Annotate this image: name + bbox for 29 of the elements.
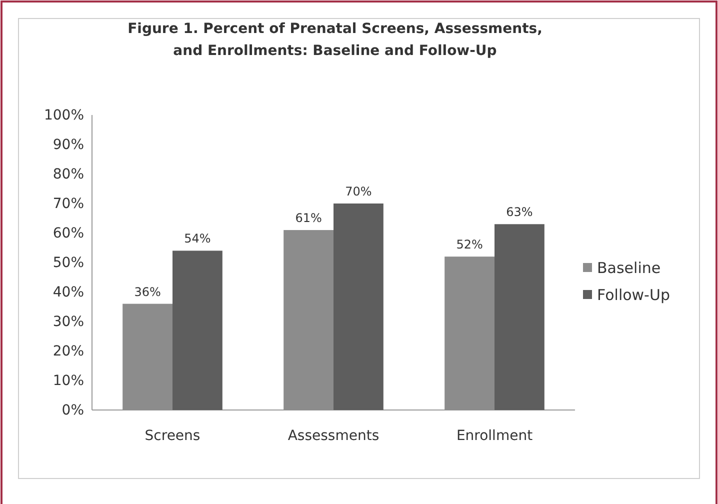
data-label: 36%: [134, 284, 161, 299]
data-label: 61%: [295, 211, 322, 226]
bar: [494, 224, 544, 410]
bar: [444, 256, 494, 410]
y-tick-label: 10%: [52, 372, 84, 389]
data-label: 63%: [506, 205, 533, 220]
y-tick-label: 0%: [62, 402, 84, 418]
data-label: 52%: [456, 238, 483, 252]
y-tick-label: 80%: [52, 166, 84, 182]
bar: [172, 250, 222, 410]
x-tick-label: Enrollment: [456, 428, 534, 444]
legend-label: Baseline: [597, 259, 661, 277]
x-tick-label: Screens: [144, 428, 200, 444]
y-tick-label: 60%: [52, 225, 84, 242]
y-tick-label: 40%: [52, 284, 84, 300]
bar: [122, 304, 172, 410]
y-tick-label: 30%: [52, 314, 84, 330]
y-tick-label: 20%: [52, 343, 84, 360]
y-tick-label: 100%: [44, 107, 84, 124]
y-tick-label: 70%: [52, 196, 84, 212]
bar: [334, 204, 384, 410]
data-label: 54%: [184, 232, 211, 246]
y-tick-label: 50%: [52, 254, 84, 271]
legend-label: Follow-Up: [597, 286, 670, 304]
bar: [284, 230, 334, 410]
y-tick-label: 90%: [52, 136, 84, 153]
x-tick-label: Assessments: [288, 428, 380, 444]
chart-title: Figure 1. Percent of Prenatal Screens, Assessments, and Enrollments: Baseline and Follow-Up: [128, 21, 542, 59]
data-label: 70%: [345, 184, 372, 198]
